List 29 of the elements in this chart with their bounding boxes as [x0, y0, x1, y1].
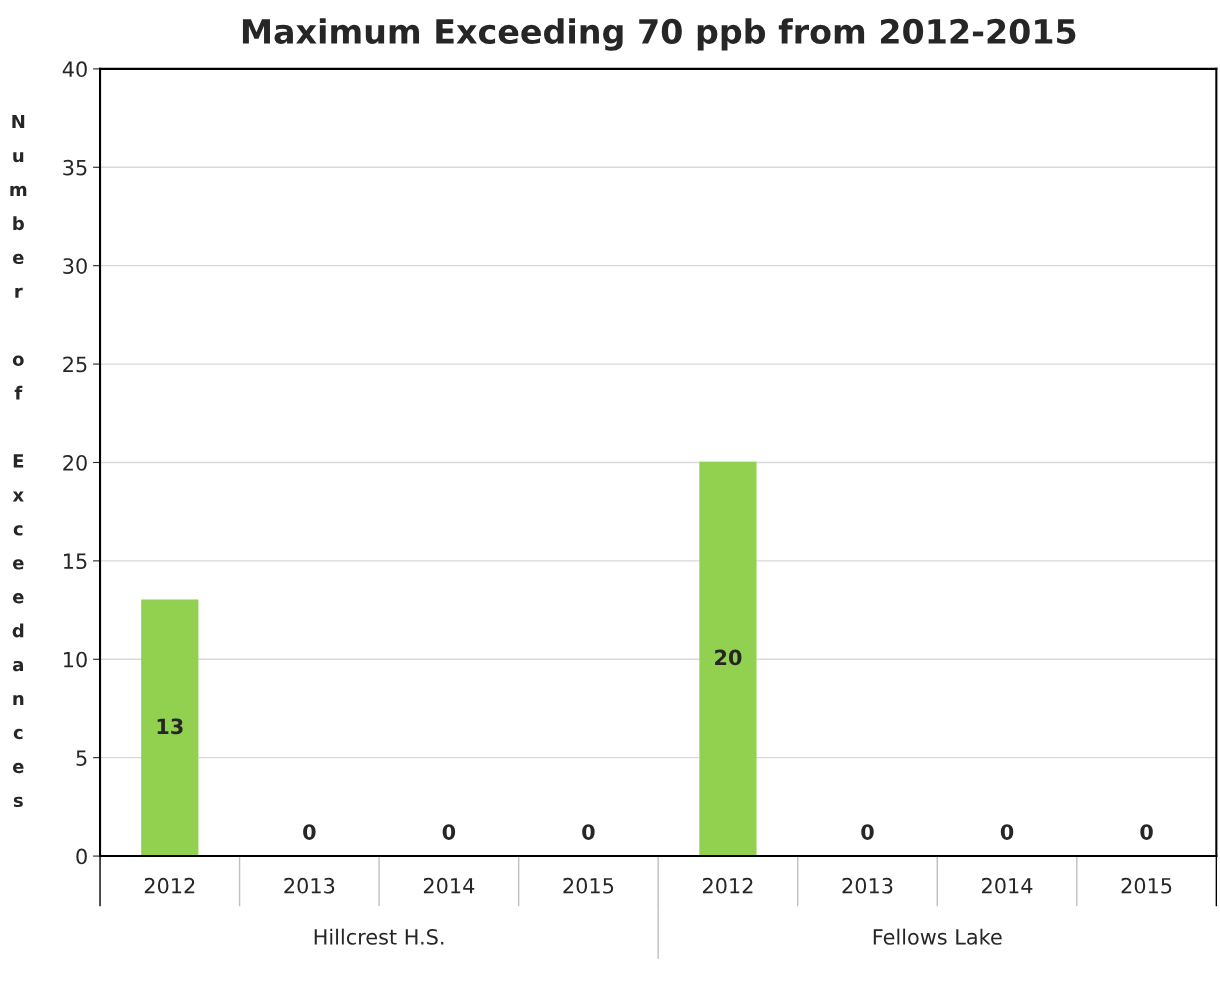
x-tick-label: 2015 [1121, 877, 1172, 894]
data-label: 13 [157, 718, 183, 735]
x-tick-label: 2014 [423, 877, 475, 894]
data-label: 0 [442, 824, 456, 840]
y-tick-label: 40 [62, 61, 87, 78]
y-tick-label: 15 [64, 553, 87, 570]
text: Fellows Lake [873, 928, 1002, 945]
data-label: 0 [582, 824, 595, 840]
data-label: 0 [1140, 824, 1153, 840]
x-tick-label: 2012 [702, 877, 753, 894]
y-tick-label: 10 [64, 651, 87, 668]
y-tick-label: 35 [63, 159, 87, 176]
x-tick-label: 2013 [284, 877, 335, 894]
text: Hillcrest H.S. [314, 928, 444, 945]
y-tick-label: 0 [76, 848, 87, 865]
y-tick-label: 20 [63, 454, 87, 471]
data-label: 0 [1000, 824, 1014, 840]
x-tick-label: 2015 [563, 877, 614, 894]
data-label: 0 [861, 824, 874, 840]
text: Number of Exceedances [10, 114, 27, 808]
data-label: 20 [715, 649, 742, 666]
x-tick-label: 2013 [842, 877, 893, 894]
x-tick-label: 2012 [144, 877, 195, 894]
y-tick-label: 30 [63, 258, 87, 274]
y-tick-label: 5 [76, 750, 87, 766]
chart-title: Maximum Exceeding 70 ppb from 2012-2015 [242, 18, 1076, 51]
data-label: 0 [303, 824, 316, 840]
y-tick-label: 25 [63, 356, 87, 373]
x-tick-label: 2014 [982, 877, 1033, 894]
